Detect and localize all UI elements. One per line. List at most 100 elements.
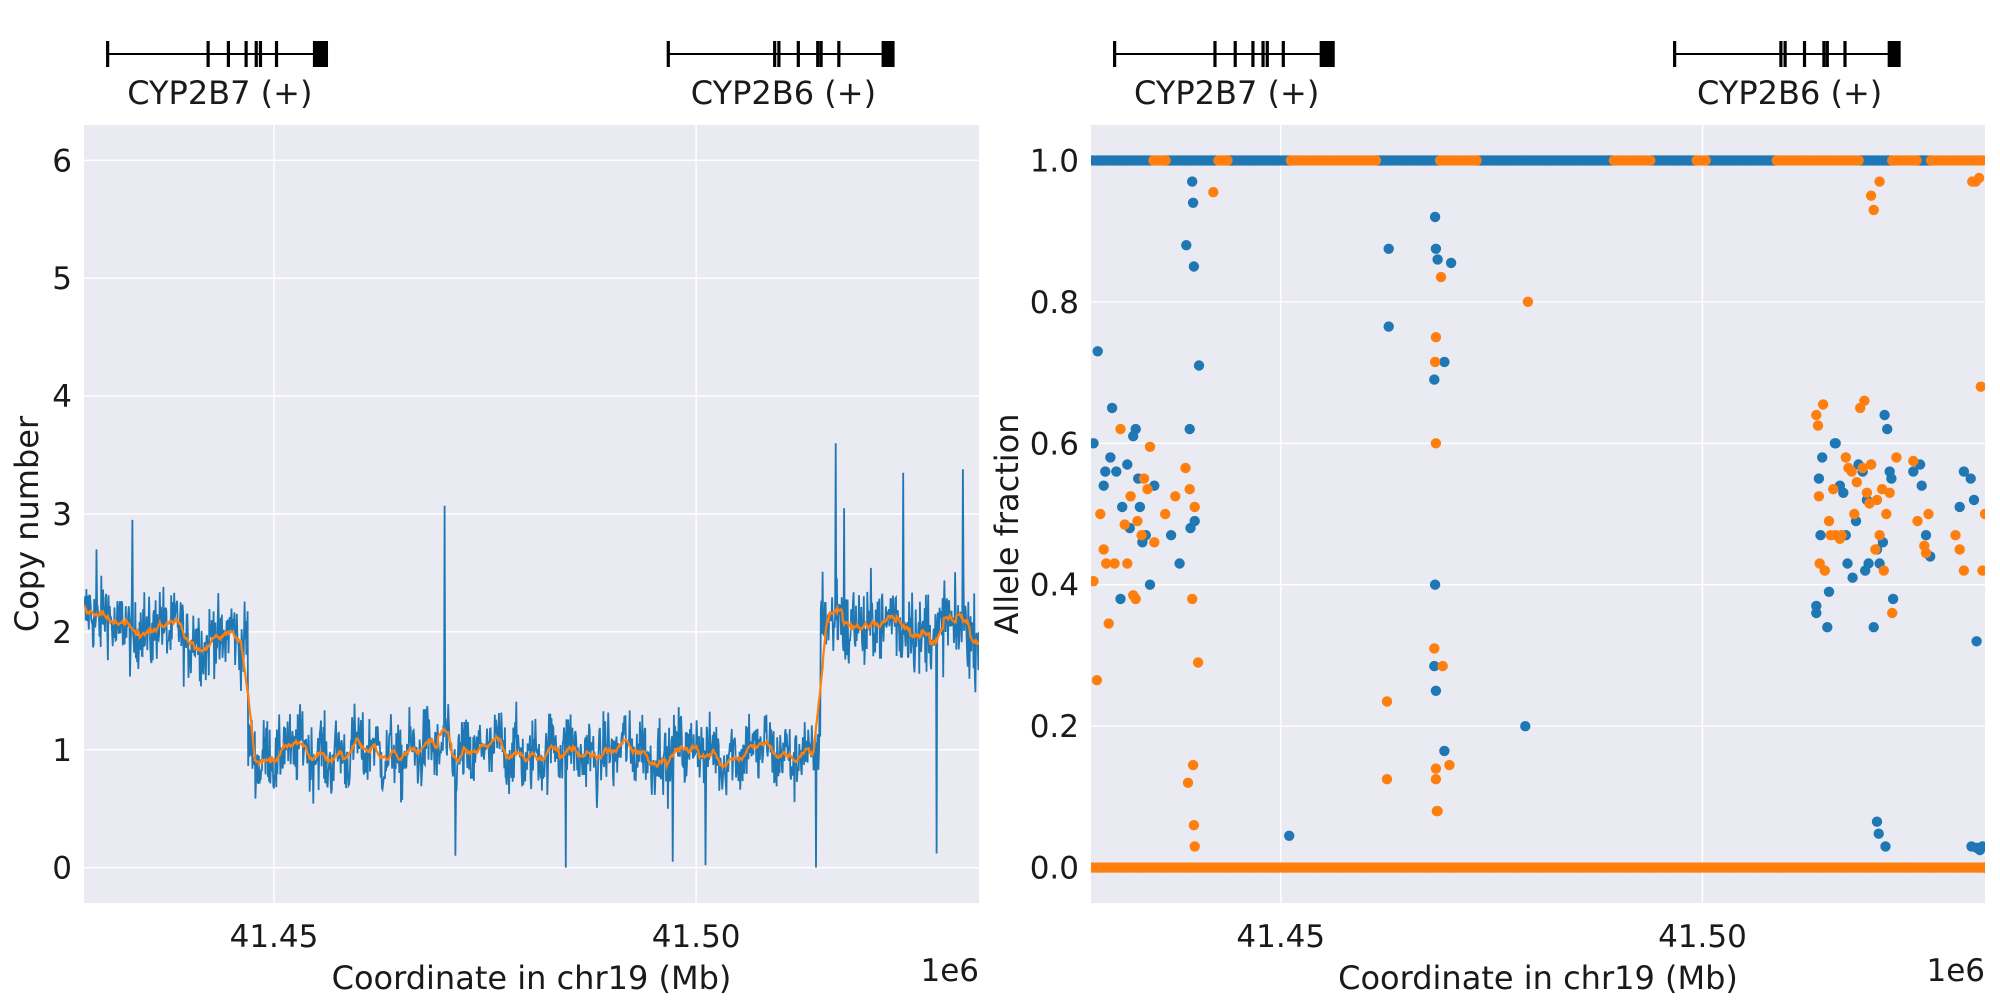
data-point (1142, 484, 1153, 495)
data-point (1119, 519, 1130, 530)
data-point (1193, 360, 1205, 371)
data-point (1101, 558, 1112, 569)
y-tick-label: 4 (52, 379, 72, 415)
data-point (1383, 321, 1394, 332)
data-point (1192, 657, 1204, 668)
data-point (1882, 423, 1893, 435)
gene-exon (773, 41, 777, 67)
data-point (1870, 544, 1881, 555)
data-point (1950, 530, 1961, 541)
data-point (1879, 409, 1890, 421)
x-axis-offset-label: 1e6 (1926, 953, 1985, 989)
data-point (1144, 441, 1156, 452)
data-point (1138, 473, 1150, 484)
data-point (1977, 565, 1985, 576)
data-point (1130, 593, 1141, 605)
data-point (1188, 261, 1200, 272)
data-point (1908, 455, 1919, 467)
gene-exon (666, 41, 670, 67)
data-point (1444, 759, 1455, 771)
data-point (1136, 530, 1147, 541)
data-point (1873, 828, 1884, 839)
data-point (1188, 820, 1200, 831)
data-point (1095, 508, 1106, 520)
data-point (1857, 462, 1868, 474)
y-tick-label: 0 (52, 851, 72, 887)
gene-exon (1825, 41, 1829, 67)
data-point (1149, 537, 1160, 548)
data-point (1130, 423, 1141, 435)
copy-number-panel: 0 1 2 3 4 5 6 41.45 41.50 Coordinate in chr19 (Mb… (8, 41, 979, 997)
data-point (1103, 618, 1114, 629)
data-point (1819, 565, 1831, 576)
y-tick-label: 6 (52, 143, 72, 179)
x-tick-label: 41.50 (1658, 919, 1747, 955)
data-point (1429, 374, 1440, 385)
gene-label: CYP2B6 (+) (1697, 74, 1882, 112)
data-point (1838, 487, 1849, 498)
data-point (1865, 190, 1877, 201)
data-point (1100, 466, 1111, 477)
data-point (1846, 466, 1857, 477)
y-tick-label: 3 (52, 497, 72, 533)
data-point (1842, 558, 1853, 569)
data-point (1122, 459, 1133, 470)
data-point (1958, 565, 1970, 576)
y-tick-label: 1 (52, 733, 72, 769)
data-point (1887, 607, 1898, 619)
allele-fraction-panel: 0.0 0.2 0.4 0.6 0.8 1.0 41.45 41.50 Coordinate i… (988, 41, 1985, 997)
data-point (1859, 395, 1870, 406)
data-point (1645, 155, 1656, 166)
data-point (1471, 155, 1482, 166)
gene-exon (1261, 41, 1265, 67)
data-point (1383, 243, 1394, 254)
data-point (1868, 622, 1879, 633)
data-point (1430, 332, 1442, 343)
gene-exon (312, 41, 317, 67)
data-point (1828, 484, 1839, 495)
gene-exon (1251, 41, 1255, 67)
gene-exon (837, 41, 841, 67)
x-tick-label: 41.50 (652, 919, 741, 955)
data-point (1098, 544, 1109, 555)
gene-exon (254, 41, 258, 67)
gene-exon (1281, 41, 1285, 67)
data-point (1823, 515, 1835, 527)
data-point (1109, 558, 1120, 569)
data-point (1184, 423, 1195, 435)
data-point (1429, 660, 1440, 672)
data-point (1117, 501, 1128, 513)
data-point (1811, 607, 1822, 619)
data-point (1439, 745, 1450, 757)
gene-exon (226, 41, 230, 67)
gene-track: CYP2B6 (+) (666, 41, 895, 112)
data-point (1973, 172, 1985, 184)
data-point (1429, 579, 1441, 590)
y-tick-label: 0.0 (1030, 851, 1079, 887)
gene-exon (1843, 41, 1847, 67)
data-point (1817, 399, 1829, 410)
data-point (1975, 381, 1985, 392)
data-point (1189, 515, 1200, 527)
data-point (1284, 830, 1295, 841)
data-point (1911, 155, 1922, 166)
y-tick-label: 2 (52, 615, 72, 651)
data-point (1874, 176, 1885, 187)
y-tick-label: 0.8 (1030, 285, 1079, 321)
data-point (1160, 508, 1171, 520)
data-point (1187, 176, 1198, 187)
y-tick-label: 0.2 (1030, 709, 1079, 745)
data-point (1430, 774, 1442, 785)
plot-area (1091, 125, 1985, 903)
gene-exon (106, 41, 110, 67)
data-point (1170, 491, 1181, 502)
data-point (1115, 593, 1126, 605)
gene-track: CYP2B7 (+) (1113, 41, 1335, 112)
data-point (1430, 438, 1442, 449)
data-point (1520, 721, 1531, 732)
data-point (1430, 243, 1442, 254)
data-point (1891, 452, 1902, 463)
data-point (1429, 643, 1440, 654)
data-point (1187, 593, 1198, 605)
data-point (1880, 841, 1891, 852)
